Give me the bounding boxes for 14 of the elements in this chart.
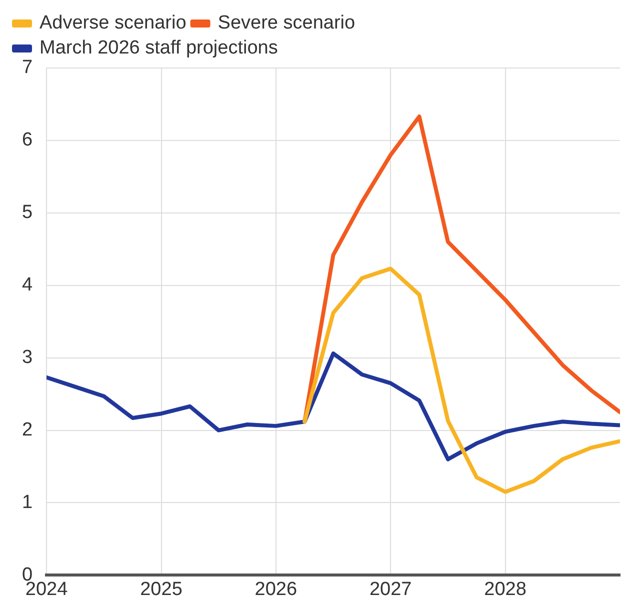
x-tick-label: 2027 (369, 578, 412, 600)
y-tick-label: 5 (22, 202, 33, 224)
x-tick-label: 2028 (484, 578, 526, 600)
y-tick-label: 2 (22, 420, 33, 441)
y-tick-label: 6 (22, 130, 33, 151)
y-tick-label: 3 (22, 347, 33, 368)
legend-label: Severe scenario (218, 12, 356, 34)
y-tick-label: 7 (22, 57, 33, 78)
legend-label: March 2026 staff projections (40, 38, 278, 59)
x-tick-label: 2025 (140, 578, 182, 600)
x-tick-label: 2026 (254, 578, 298, 600)
y-tick-label: 1 (22, 492, 33, 513)
y-tick-label: 4 (22, 274, 33, 296)
legend-label: Adverse scenario (40, 12, 186, 34)
